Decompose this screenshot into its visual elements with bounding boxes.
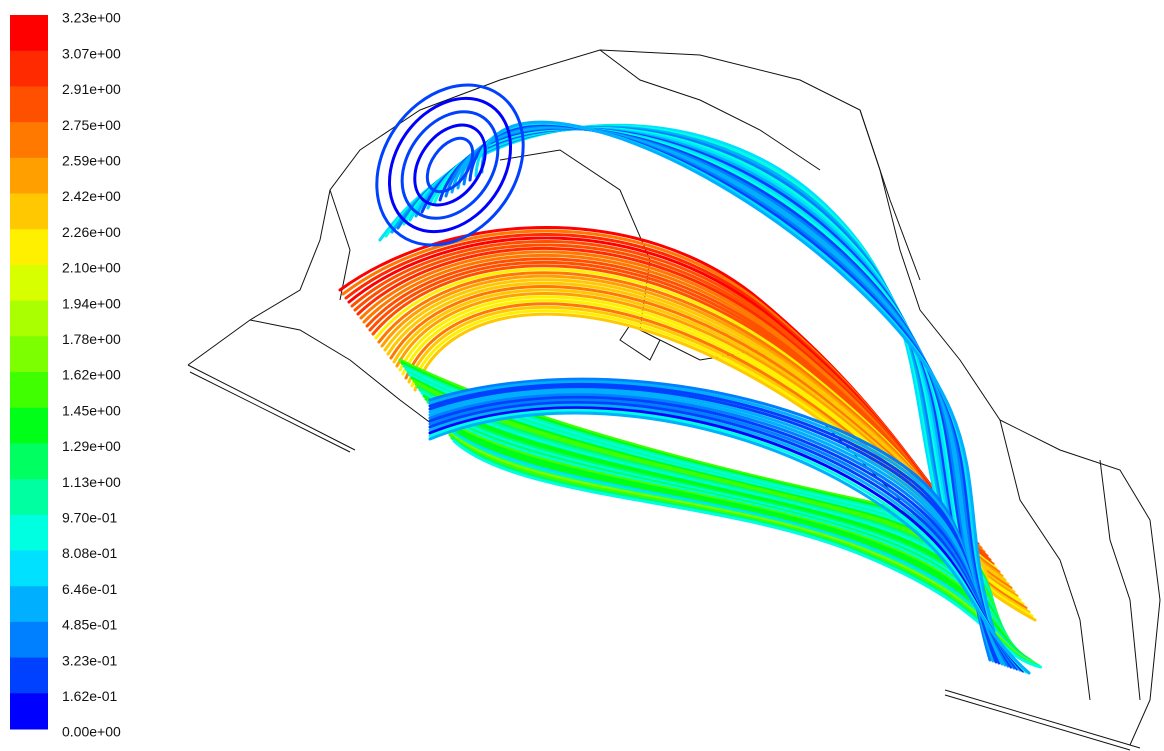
legend-swatch [10, 443, 48, 479]
legend-label: 0.00e+00 [62, 724, 121, 740]
legend-swatch [10, 122, 48, 158]
legend-swatch [10, 194, 48, 230]
legend-label: 1.45e+00 [62, 402, 121, 418]
legend-label: 1.62e-01 [62, 688, 117, 704]
legend-swatch [10, 479, 48, 515]
streamlines [340, 57, 1041, 673]
legend-label: 2.75e+00 [62, 117, 121, 133]
legend-label: 3.23e-01 [62, 652, 117, 668]
legend-label: 1.94e+00 [62, 295, 121, 311]
visualization: 3.23e+00 3.07e+00 2.91e+00 2.75e+00 2.59e+00… [0, 0, 1164, 751]
scene: 3.23e+00 3.07e+00 2.91e+00 2.75e+00 2.59e+00… [0, 0, 1164, 751]
legend-swatch [10, 551, 48, 587]
legend: 3.23e+00 3.07e+00 2.91e+00 2.75e+00 2.59e+00… [10, 10, 121, 740]
legend-swatch [10, 51, 48, 87]
legend-label: 3.23e+00 [62, 10, 121, 26]
legend-swatch [10, 86, 48, 122]
outline-path [188, 365, 355, 450]
outline-path [945, 695, 1130, 750]
legend-swatch [10, 693, 48, 729]
legend-label: 2.59e+00 [62, 153, 121, 169]
legend-label: 3.07e+00 [62, 45, 121, 61]
outline-path [190, 372, 350, 452]
legend-swatch [10, 586, 48, 622]
legend-swatch [10, 372, 48, 408]
legend-label: 4.85e-01 [62, 617, 117, 633]
legend-label: 1.78e+00 [62, 331, 121, 347]
legend-swatch [10, 15, 48, 51]
legend-label: 1.62e+00 [62, 367, 121, 383]
legend-swatch [10, 265, 48, 301]
legend-swatch [10, 301, 48, 337]
outline-path [945, 690, 1140, 748]
legend-label: 9.70e-01 [62, 510, 117, 526]
legend-swatch [10, 658, 48, 694]
legend-label: 6.46e-01 [62, 581, 117, 597]
legend-swatch [10, 158, 48, 194]
legend-swatch [10, 515, 48, 551]
legend-swatch [10, 622, 48, 658]
legend-swatch [10, 229, 48, 265]
legend-label: 2.91e+00 [62, 81, 121, 97]
legend-label: 8.08e-01 [62, 545, 117, 561]
legend-label: 1.13e+00 [62, 474, 121, 490]
legend-label: 2.42e+00 [62, 188, 121, 204]
legend-label: 2.10e+00 [62, 260, 121, 276]
legend-swatch [10, 336, 48, 372]
legend-label: 1.29e+00 [62, 438, 121, 454]
legend-label: 2.26e+00 [62, 224, 121, 240]
legend-swatch [10, 408, 48, 444]
